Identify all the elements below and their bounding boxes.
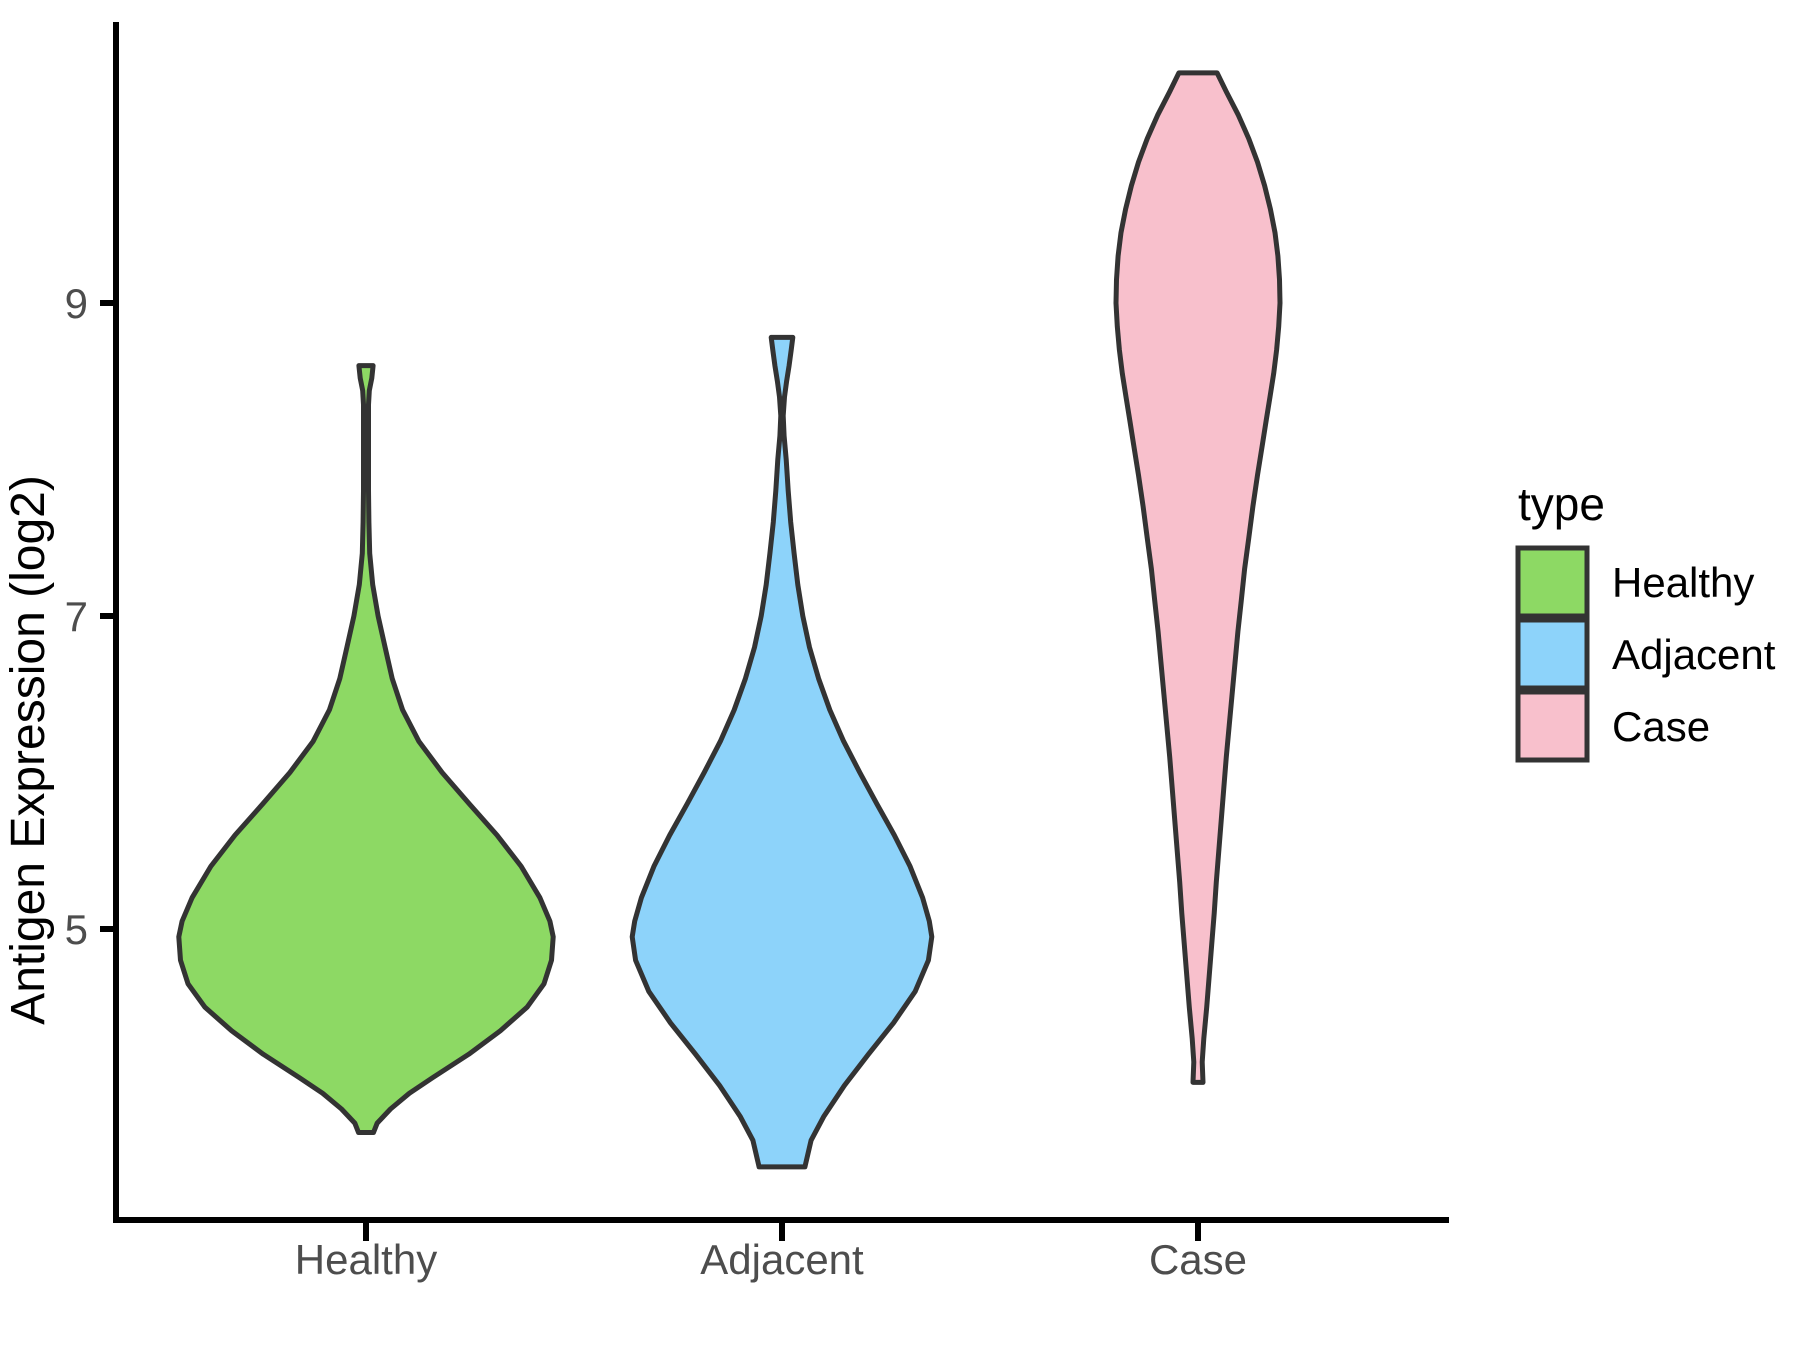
violins-group — [176, 70, 1283, 1170]
legend-title: type — [1518, 478, 1605, 530]
y-ticks-group: 9 7 5 — [65, 280, 116, 953]
y-tick-label-7: 7 — [65, 593, 88, 640]
x-tick-label-healthy: Healthy — [295, 1236, 437, 1283]
x-ticks-group: Healthy Adjacent Case — [295, 1223, 1247, 1283]
x-tick-label-adjacent: Adjacent — [700, 1236, 864, 1283]
legend-label-case: Case — [1612, 703, 1710, 750]
y-tick-label-5: 5 — [65, 906, 88, 953]
x-tick-label-case: Case — [1149, 1236, 1247, 1283]
violin-healthy — [176, 363, 556, 1135]
legend: type Healthy Adjacent Case — [1515, 478, 1776, 763]
legend-entries: Healthy Adjacent Case — [1515, 545, 1776, 763]
legend-swatch-case — [1515, 689, 1590, 763]
legend-label-healthy: Healthy — [1612, 559, 1754, 606]
legend-label-adjacent: Adjacent — [1612, 631, 1776, 678]
legend-swatch-adjacent — [1515, 617, 1590, 691]
y-axis-title: Antigen Expression (log2) — [2, 475, 55, 1025]
violin-case — [1113, 70, 1283, 1085]
y-tick-label-9: 9 — [65, 280, 88, 327]
legend-swatch-healthy — [1515, 545, 1590, 619]
violin-adjacent — [629, 334, 935, 1170]
